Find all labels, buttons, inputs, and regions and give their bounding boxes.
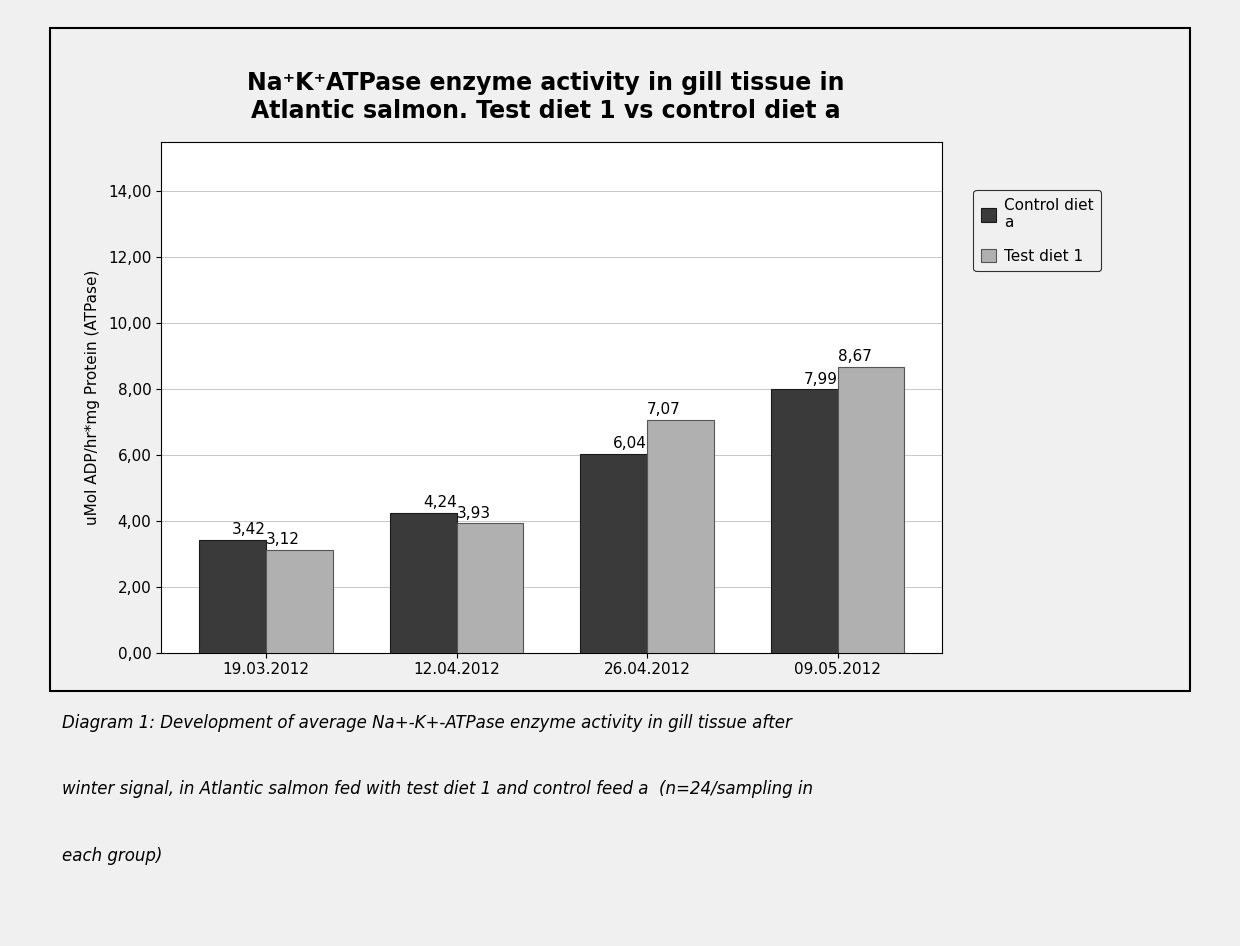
Bar <box>837 367 904 653</box>
Bar <box>771 390 837 653</box>
Text: 3,42: 3,42 <box>232 522 267 537</box>
Text: 3,12: 3,12 <box>267 533 300 548</box>
Bar <box>456 523 523 653</box>
Text: 7,07: 7,07 <box>647 402 681 417</box>
Text: Na⁺K⁺ATPase enzyme activity in gill tissue in
Atlantic salmon. Test diet 1 vs co: Na⁺K⁺ATPase enzyme activity in gill tiss… <box>247 71 844 123</box>
Bar <box>389 513 456 653</box>
Text: Diagram 1: Development of average Na+-K+-ATPase enzyme activity in gill tissue a: Diagram 1: Development of average Na+-K+… <box>62 714 792 732</box>
Y-axis label: uMol ADP/hr*mg Protein (ATPase): uMol ADP/hr*mg Protein (ATPase) <box>84 270 99 525</box>
Text: each group): each group) <box>62 847 162 865</box>
Text: 6,04: 6,04 <box>614 436 647 451</box>
Bar <box>200 540 267 653</box>
Text: winter signal, in Atlantic salmon fed with test diet 1 and control feed a  (n=24: winter signal, in Atlantic salmon fed wi… <box>62 780 813 798</box>
Bar <box>267 550 332 653</box>
Text: 3,93: 3,93 <box>456 505 491 520</box>
Bar <box>580 454 647 653</box>
Text: 8,67: 8,67 <box>837 349 872 364</box>
Legend: Control diet
a, Test diet 1: Control diet a, Test diet 1 <box>973 190 1101 272</box>
Text: 7,99: 7,99 <box>804 372 837 387</box>
Text: 4,24: 4,24 <box>423 496 456 510</box>
Bar <box>647 420 714 653</box>
